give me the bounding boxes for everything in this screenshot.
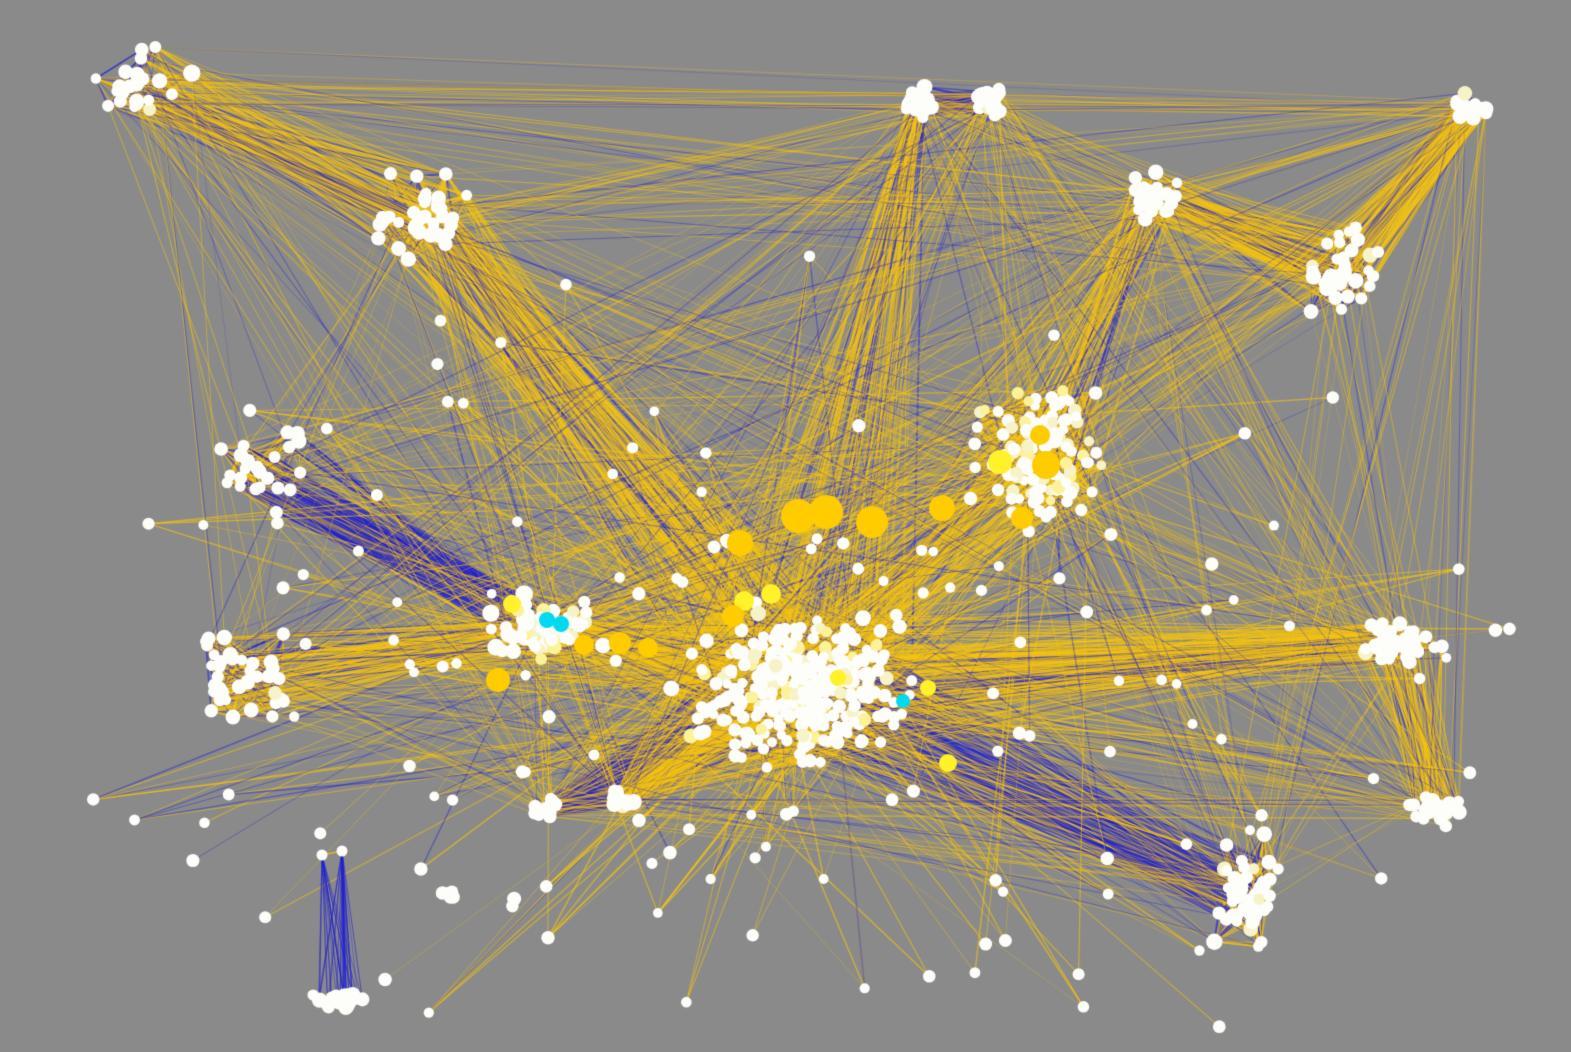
network-graph-canvas[interactable]	[0, 0, 1571, 1052]
graph-visualization-stage[interactable]	[0, 0, 1571, 1052]
